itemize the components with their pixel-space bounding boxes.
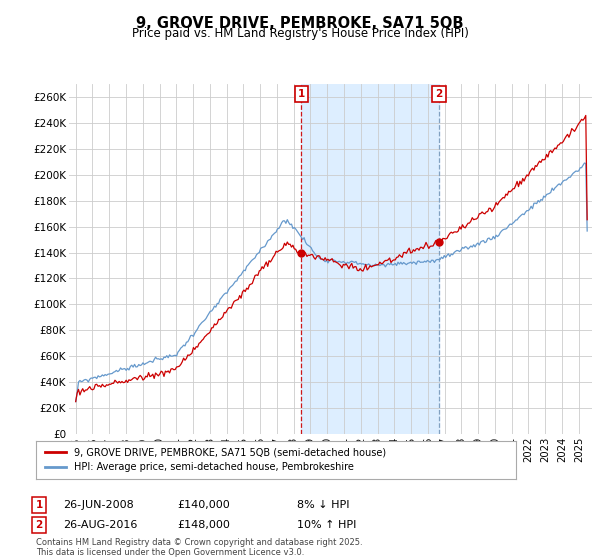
Text: 2: 2 bbox=[35, 520, 43, 530]
Text: 26-JUN-2008: 26-JUN-2008 bbox=[63, 500, 134, 510]
Text: 1: 1 bbox=[298, 90, 305, 99]
Text: 1: 1 bbox=[35, 500, 43, 510]
Text: £140,000: £140,000 bbox=[177, 500, 230, 510]
Text: 8% ↓ HPI: 8% ↓ HPI bbox=[297, 500, 349, 510]
Legend: 9, GROVE DRIVE, PEMBROKE, SA71 5QB (semi-detached house), HPI: Average price, se: 9, GROVE DRIVE, PEMBROKE, SA71 5QB (semi… bbox=[41, 444, 390, 476]
Text: 9, GROVE DRIVE, PEMBROKE, SA71 5QB: 9, GROVE DRIVE, PEMBROKE, SA71 5QB bbox=[136, 16, 464, 31]
Text: 2: 2 bbox=[435, 90, 442, 99]
Bar bbox=[301, 84, 439, 434]
Text: Price paid vs. HM Land Registry's House Price Index (HPI): Price paid vs. HM Land Registry's House … bbox=[131, 27, 469, 40]
Text: 26-AUG-2016: 26-AUG-2016 bbox=[63, 520, 137, 530]
Text: 10% ↑ HPI: 10% ↑ HPI bbox=[297, 520, 356, 530]
Text: £148,000: £148,000 bbox=[177, 520, 230, 530]
Text: Contains HM Land Registry data © Crown copyright and database right 2025.
This d: Contains HM Land Registry data © Crown c… bbox=[36, 538, 362, 557]
